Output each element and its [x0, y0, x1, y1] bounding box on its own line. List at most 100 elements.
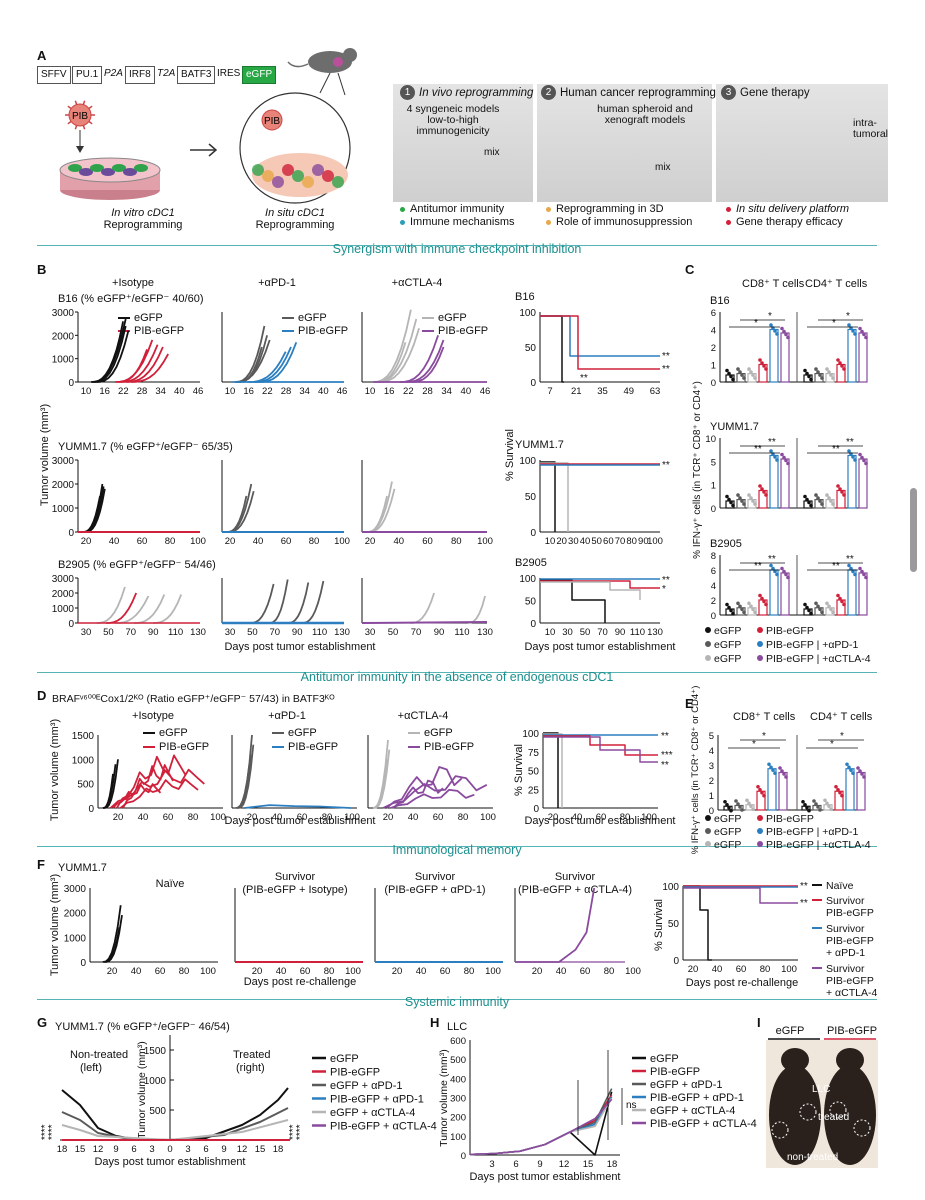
mouse-icon: [308, 51, 352, 73]
x-tick: 100: [480, 812, 496, 823]
box3-desc: intra-tumoral: [853, 117, 889, 140]
legend-label: eGFP: [288, 727, 317, 739]
data-point: [771, 768, 775, 773]
legend-dot: [705, 815, 711, 821]
x-tick: 16: [243, 386, 254, 397]
x-axis-title: Days post re-challenge: [244, 976, 357, 988]
x-tick: 60: [300, 966, 311, 977]
legend-label: PIB-eGFP: [766, 625, 814, 637]
data-point: [738, 370, 742, 374]
data-point: [786, 461, 790, 466]
panel-label-g: G: [37, 1015, 48, 1030]
tumor-curve-egfp: [228, 490, 255, 533]
y-axis-title: Tumor volume (mm³): [49, 874, 61, 976]
x-tick: 90: [615, 627, 626, 638]
significance: *: [830, 739, 834, 750]
x-tick: 34: [299, 386, 310, 397]
data-point: [731, 503, 735, 508]
data-point: [834, 784, 838, 789]
y-tick: 1000: [72, 755, 95, 766]
legend-label: PIB-eGFP + αCTLA-4: [330, 1121, 437, 1133]
model-label: YUMM1.7 (% eGFP⁺/eGFP⁻ 65/35): [58, 441, 233, 453]
y-tick: 400: [450, 1074, 466, 1085]
significance: *: [840, 731, 844, 742]
y-tick: 100: [519, 574, 536, 585]
y-tick: 2000: [52, 331, 75, 342]
mouse-photo: [769, 1065, 821, 1165]
x-axis-title: Days post re-challenge: [686, 977, 799, 989]
data-point: [820, 376, 824, 380]
mouse-tumor: [333, 57, 343, 67]
data-point: [827, 496, 831, 500]
bar: [769, 328, 779, 383]
tumor-curve-egfp: [238, 744, 255, 809]
significance: **: [846, 437, 854, 448]
scrollbar-thumb[interactable]: [910, 488, 917, 572]
data-point: [820, 610, 824, 615]
survival-curve: [540, 315, 660, 370]
condition-header: +Isotype: [132, 710, 174, 722]
data-point: [860, 569, 864, 574]
bar: [858, 332, 868, 383]
x-tick: 30: [225, 627, 236, 638]
survival-curve: [540, 580, 660, 589]
data-point: [764, 367, 768, 371]
data-point: [727, 605, 731, 610]
significance: **: [832, 444, 840, 455]
data-point: [751, 373, 755, 377]
x-tick: 80: [464, 966, 475, 977]
x-tick: 60: [422, 536, 433, 547]
significance: *: [768, 311, 772, 322]
data-point: [725, 802, 729, 807]
tumor-curve-pib: [117, 348, 148, 383]
x-tick: 100: [344, 812, 360, 823]
data-point: [838, 361, 842, 365]
data-point: [762, 793, 766, 798]
data-point: [731, 377, 735, 382]
x-tick: 40: [393, 536, 404, 547]
x-axis-title: Days post tumor establishment: [224, 815, 375, 827]
section-systemic: Systemic immunity: [404, 995, 510, 1009]
legend-label: PIB-eGFP: [826, 975, 874, 987]
survival-title: YUMM1.7: [515, 439, 564, 451]
x-tick: 20: [556, 536, 567, 547]
x-tick: 22: [403, 386, 414, 397]
data-point: [786, 575, 790, 580]
tumor-curve-egfp: [91, 335, 122, 383]
x-tick: 40: [272, 812, 283, 823]
x-tick: 60: [155, 966, 166, 977]
data-point: [812, 799, 816, 803]
section-synergism: Synergism with immune checkpoint inhibit…: [332, 242, 582, 256]
data-point: [758, 484, 762, 488]
significance: **: [662, 575, 670, 586]
x-tick: 30: [365, 627, 376, 638]
h-curve: [469, 1098, 613, 1156]
x-tick: 100: [190, 536, 206, 547]
x-tick: 30: [562, 627, 573, 638]
bar: [847, 569, 857, 616]
construct-element: P2A: [103, 66, 124, 82]
data-point: [858, 326, 862, 331]
x-tick: 10: [225, 386, 236, 397]
y-tick: 2: [711, 343, 716, 354]
tumor-circle: [771, 1121, 789, 1139]
cell: [292, 170, 304, 182]
tumor-curve-pib: [399, 335, 439, 383]
y-tick: 1: [711, 481, 716, 492]
data-point: [771, 566, 775, 571]
data-point: [784, 775, 788, 779]
x-tick: 130: [477, 627, 493, 638]
data-point: [756, 784, 760, 789]
g-left-label: Non-treated: [70, 1049, 128, 1061]
mix-label-2: mix: [655, 162, 671, 173]
cell: [252, 164, 264, 176]
virus-spike: [67, 105, 72, 110]
bar: [858, 572, 868, 616]
bar: [858, 458, 868, 509]
y-tick: 500: [149, 1106, 166, 1117]
construct-element: IRF8: [125, 66, 155, 84]
x-axis-title: Days post tumor establishment: [524, 815, 675, 827]
pib-label: PIB: [72, 111, 88, 122]
significance: *: [832, 318, 836, 329]
y-tick: 500: [77, 780, 94, 791]
